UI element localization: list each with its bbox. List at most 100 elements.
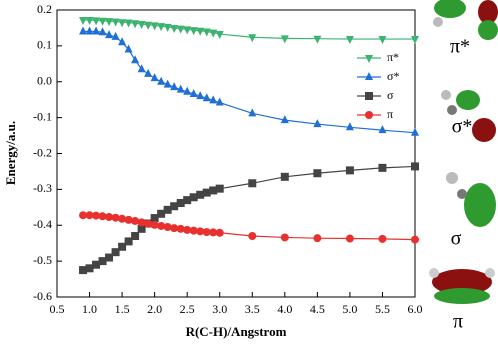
marker <box>411 36 419 45</box>
marker <box>118 214 127 223</box>
marker <box>313 234 322 243</box>
marker <box>118 19 127 28</box>
orbital-label: σ* <box>452 116 473 138</box>
marker <box>98 257 107 266</box>
marker <box>170 82 179 91</box>
marker <box>183 225 192 234</box>
marker <box>189 27 198 36</box>
marker <box>111 31 120 40</box>
marker <box>118 242 127 251</box>
marker <box>137 64 146 73</box>
marker <box>176 224 185 233</box>
marker <box>131 20 140 29</box>
marker <box>131 232 140 241</box>
marker <box>137 224 146 233</box>
marker <box>209 29 218 38</box>
marker <box>378 125 387 134</box>
marker <box>280 35 289 44</box>
marker <box>176 199 185 208</box>
marker <box>150 220 159 229</box>
marker <box>215 97 224 106</box>
legend-label: π <box>387 107 393 121</box>
marker <box>118 37 127 46</box>
marker <box>163 223 172 232</box>
marker <box>345 36 354 45</box>
marker <box>157 76 166 85</box>
marker <box>176 25 185 34</box>
marker <box>411 162 419 171</box>
marker <box>209 228 218 237</box>
marker <box>215 228 224 237</box>
marker <box>157 209 166 218</box>
marker <box>144 68 153 77</box>
marker <box>79 17 88 26</box>
marker <box>365 92 373 100</box>
marker <box>98 27 107 36</box>
y-tick-label: 0.1 <box>37 38 52 52</box>
marker <box>163 23 172 32</box>
marker <box>137 218 146 227</box>
marker <box>111 213 120 222</box>
marker <box>170 202 179 211</box>
marker <box>378 234 387 243</box>
marker <box>202 28 211 37</box>
marker <box>163 79 172 88</box>
marker <box>111 248 120 257</box>
marker <box>378 163 387 172</box>
marker <box>124 237 133 246</box>
marker <box>183 196 192 205</box>
marker <box>248 232 257 241</box>
marker <box>196 91 205 100</box>
marker <box>98 212 107 221</box>
marker <box>189 226 198 235</box>
marker <box>313 35 322 44</box>
orbital-label: π* <box>450 36 470 58</box>
orbital-label: σ <box>451 228 462 250</box>
marker <box>209 95 218 104</box>
x-tick-label: 1.5 <box>115 302 130 316</box>
marker <box>248 108 257 117</box>
marker <box>105 253 114 262</box>
marker <box>209 186 218 195</box>
legend-label: π* <box>387 50 399 64</box>
marker <box>98 17 107 26</box>
x-tick-label: 1.0 <box>82 302 97 316</box>
marker <box>131 216 140 225</box>
marker <box>105 18 114 27</box>
marker <box>170 224 179 233</box>
marker <box>176 84 185 93</box>
marker <box>280 172 289 181</box>
marker <box>196 227 205 236</box>
marker <box>183 86 192 95</box>
marker <box>365 72 373 80</box>
marker <box>345 166 354 175</box>
marker <box>105 30 114 39</box>
y-tick-label: 0.0 <box>37 74 52 88</box>
legend-label: σ* <box>387 69 399 83</box>
marker <box>215 184 224 193</box>
y-tick-label: -0.6 <box>33 289 52 303</box>
marker <box>313 119 322 128</box>
marker <box>92 260 101 269</box>
marker <box>183 26 192 35</box>
marker <box>79 26 88 35</box>
marker <box>170 24 179 33</box>
marker <box>202 228 211 237</box>
marker <box>345 234 354 243</box>
y-tick-label: -0.3 <box>33 181 52 195</box>
x-tick-label: 3.0 <box>212 302 227 316</box>
marker <box>111 18 120 27</box>
x-tick-label: 2.0 <box>147 302 162 316</box>
marker <box>196 27 205 36</box>
marker <box>313 169 322 178</box>
marker <box>163 205 172 214</box>
marker <box>79 266 88 275</box>
marker <box>280 115 289 124</box>
x-tick-label: 5.0 <box>342 302 357 316</box>
x-tick-label: 0.5 <box>50 302 65 316</box>
marker <box>79 211 88 220</box>
series-line <box>83 19 415 40</box>
marker <box>105 212 114 221</box>
y-tick-label: 0.2 <box>37 2 52 16</box>
